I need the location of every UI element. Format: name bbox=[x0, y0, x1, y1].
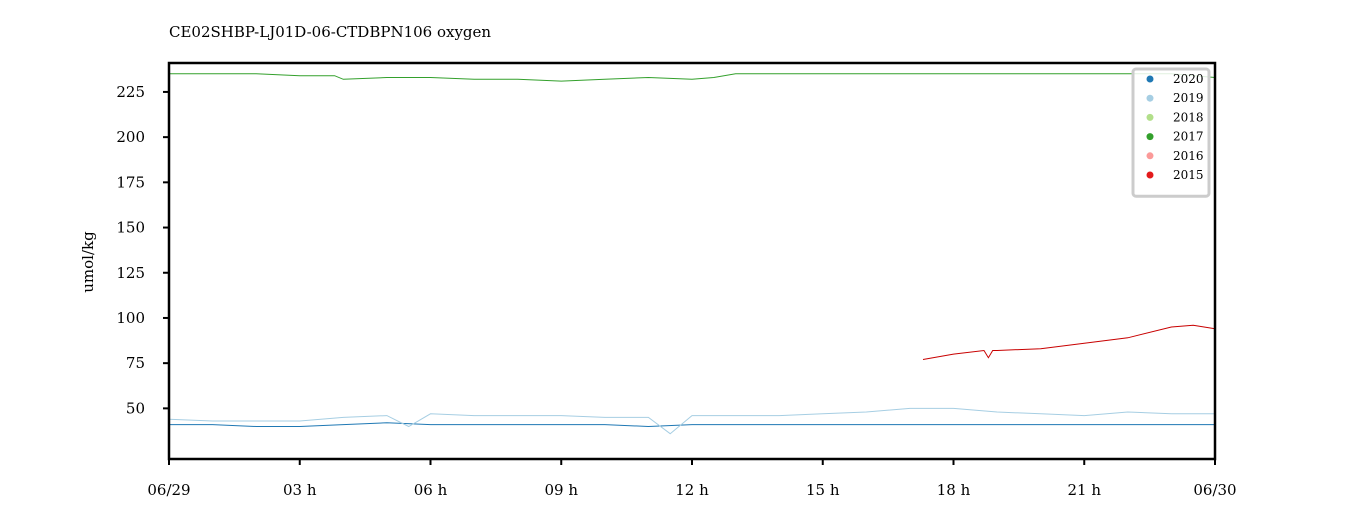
legend-label-2018: 2018 bbox=[1173, 110, 1204, 124]
y-tick-label-150: 150 bbox=[116, 219, 145, 237]
legend: 2020 2019 2018 2017 2016 2015 bbox=[1131, 67, 1211, 198]
legend-label-2020: 2020 bbox=[1173, 72, 1204, 86]
y-tick-label-125: 125 bbox=[116, 264, 145, 282]
x-tick-label-15-h: 15 h bbox=[806, 481, 840, 499]
legend-marker-2017 bbox=[1146, 133, 1154, 141]
series-line-2020 bbox=[169, 422, 1215, 428]
legend-label-2017: 2017 bbox=[1173, 130, 1204, 144]
x-tick-label-06-h: 06 h bbox=[414, 481, 448, 499]
ticks-layer: 06/29 03 h 06 h 09 h 12 h 15 h 18 h 21 h 06/30 50… bbox=[116, 83, 1236, 499]
x-tick-label-21-h: 21 h bbox=[1067, 481, 1101, 499]
plot-frame bbox=[167, 61, 1217, 461]
y-tick-label-50: 50 bbox=[126, 399, 145, 417]
x-tick-label-03-h: 03 h bbox=[283, 481, 317, 499]
x-tick-label-09-h: 09 h bbox=[544, 481, 578, 499]
legend-label-2016: 2016 bbox=[1173, 149, 1204, 163]
legend-marker-2016 bbox=[1146, 152, 1154, 160]
chart-title: CE02SHBP-LJ01D-06-CTDBPN106 oxygen bbox=[169, 23, 491, 41]
series-line-2017 bbox=[169, 73, 1216, 82]
legend-marker-2015 bbox=[1146, 171, 1154, 179]
legend-marker-2020 bbox=[1146, 75, 1154, 83]
y-axis-label: umol/kg bbox=[79, 231, 97, 293]
series-line-2015 bbox=[922, 324, 1216, 360]
y-tick-label-200: 200 bbox=[116, 128, 145, 146]
legend-marker-2019 bbox=[1146, 94, 1154, 102]
y-tick-label-100: 100 bbox=[116, 309, 145, 327]
legend-label-2019: 2019 bbox=[1173, 91, 1204, 105]
series-line-2019 bbox=[168, 407, 1215, 435]
x-tick-label-12-h: 12 h bbox=[675, 481, 709, 499]
legend-label-2015: 2015 bbox=[1173, 168, 1204, 182]
y-tick-label-175: 175 bbox=[116, 173, 145, 191]
y-tick-label-75: 75 bbox=[126, 354, 145, 372]
x-tick-label-18-h: 18 h bbox=[937, 481, 971, 499]
legend-marker-2018 bbox=[1146, 113, 1154, 121]
x-tick-label-06-29: 06/29 bbox=[147, 481, 190, 499]
series-layer bbox=[168, 73, 1216, 435]
y-tick-label-225: 225 bbox=[116, 83, 145, 101]
x-tick-label-06-30: 06/30 bbox=[1193, 481, 1236, 499]
